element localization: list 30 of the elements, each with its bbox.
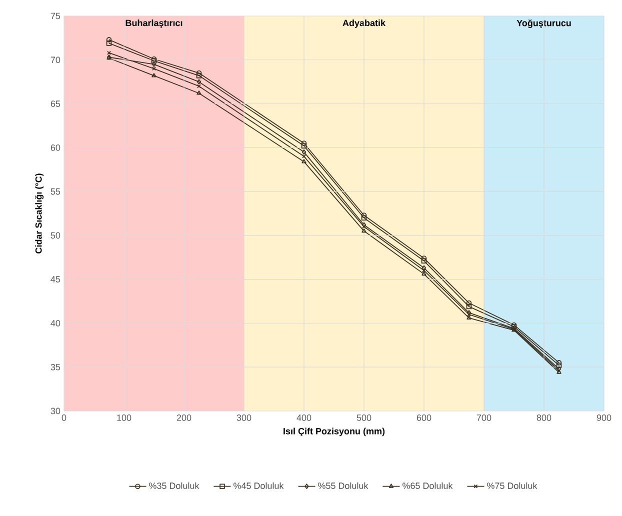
legend-label: %75 Doluluk [487,482,538,489]
band-label: Adyabatik [342,20,386,28]
x-tick-label: 600 [416,414,432,421]
y-tick-label: 70 [50,56,60,64]
x-tick-label: 500 [356,414,372,421]
x-tick-label: 900 [596,414,612,421]
band-label: Yoğuşturucu [516,20,571,28]
y-tick-label: 75 [50,12,60,20]
x-tick-label: 0 [62,414,66,421]
legend-label: %65 Doluluk [402,482,453,489]
y-tick-label: 60 [50,144,60,151]
y-tick-label: 30 [50,408,60,414]
x-tick-label: 400 [296,414,312,421]
y-tick-label: 35 [50,364,60,370]
x-tick-label: 100 [117,414,132,421]
y-tick-label: 65 [50,100,60,107]
y-tick-label: 55 [50,188,60,195]
x-tick-label: 800 [536,414,552,421]
band-label: Buharlaştırıcı [126,20,182,28]
x-tick-label: 200 [176,414,192,421]
x-tick-label: 300 [236,414,252,421]
y-tick-label: 50 [50,232,60,239]
legend-label: %45 Doluluk [234,482,284,489]
x-tick-label: 700 [476,414,492,421]
y-tick-label: 40 [50,320,60,326]
x-axis-title: Isıl Çift Pozisyonu (mm) [284,428,385,436]
legend-label: %35 Doluluk [149,482,200,489]
y-axis-title: Cidar Sıcaklığı (°C) [35,174,44,254]
legend-label: %55 Doluluk [318,482,368,489]
y-tick-label: 45 [50,276,60,282]
